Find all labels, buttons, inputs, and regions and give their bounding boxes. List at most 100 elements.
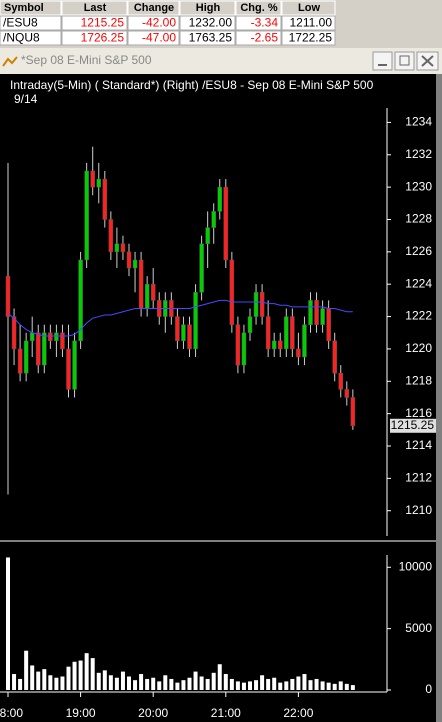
candle-body [138,259,144,309]
y-tick-label: 1226 [405,244,432,258]
table-cell [0,30,62,46]
candle-body [217,186,222,212]
volume-bar [290,678,295,690]
y-tick-label: 1232 [405,147,432,161]
volume-bar [302,674,307,690]
volume-bar [60,676,65,690]
volume-bar [314,678,319,690]
candle-body [278,340,283,350]
window-icon [2,56,18,67]
column-header: Chg. % [240,2,277,14]
table-cell [235,15,282,31]
candle-body [259,292,265,317]
table-cell [179,15,236,31]
candle-body [320,308,325,325]
header-cell [127,0,180,16]
candle-body [326,308,331,342]
volume-bar [145,678,150,690]
candle-body [90,170,95,188]
y-tick-label: 1228 [405,212,432,226]
x-tick-label: 19:00 [66,706,96,720]
chart-date: 9/14 [14,92,38,106]
maximize-button[interactable] [394,51,415,71]
quote-table: Symbol Last Change High Chg. % Low/ESU8 1215.2… [0,0,336,46]
y-tick-label: 1218 [405,373,432,387]
cell-text: 1215.25 [81,16,125,30]
cell-text: 1722.25 [289,31,333,45]
cell-text: 1232.00 [189,16,233,30]
candle-body [36,332,41,366]
candle-body [84,170,89,261]
volume-bar [260,675,265,690]
volume-bar [332,683,337,690]
volume-bar [241,682,246,690]
candle-body [235,324,241,366]
volume-bar [151,677,156,690]
candle-body [265,316,271,350]
volume-bar [326,682,331,690]
candle-body [96,178,101,188]
volume-bar [272,677,277,690]
volume-bar [278,682,283,690]
table-cell [127,15,180,31]
volume-bar [72,661,77,690]
candle-body [211,211,216,228]
table-cell [281,15,336,31]
table-cell [281,30,336,46]
table-cell [235,30,282,46]
x-tick-label: 20:00 [138,706,168,720]
column-header: Last [84,2,107,14]
candle-body [302,324,307,358]
candle-body [5,275,11,317]
column-header: Low [298,2,320,14]
volume-bar [139,674,144,690]
candle-body [102,178,108,220]
candle-body [344,389,350,398]
y-tick-label: 1216 [405,406,432,420]
volume-bar [199,676,204,690]
candle-body [120,243,126,253]
candle-body [338,372,343,390]
volume-bar [296,676,301,690]
x-tick-label: 22:00 [283,706,313,720]
volume-bar [78,660,83,690]
candle-body [314,300,319,325]
volume-bar [36,671,41,690]
table-cell [127,30,180,46]
candle-body [29,332,35,342]
volume-bar [127,676,131,690]
candle-body [193,292,198,350]
volume-bar [157,681,162,690]
volume-bar [254,680,259,690]
candle-body [296,348,301,358]
candle-body [108,219,114,253]
maximize-icon [399,55,410,66]
column-header: Symbol [4,2,44,14]
y-tick-label: 1222 [405,309,432,323]
last-price-label: 1215.25 [391,418,435,432]
window-buttons[interactable] [372,51,439,71]
volume-bar [102,670,107,690]
volume-bar [284,681,289,690]
volume-bar [181,680,186,690]
candle-body [150,283,156,301]
volume-bar [211,672,216,690]
header-cell [281,0,336,16]
volume-bar [193,671,198,690]
moving-average [7,299,353,337]
candle-body [350,397,356,427]
x-tick-label: 21:00 [211,706,241,720]
cell-text: 1763.25 [189,31,233,45]
candle-body [241,332,247,366]
volume-bar [42,669,47,690]
candle-body [126,251,132,269]
table-cell [61,30,128,46]
title-bar [0,48,442,74]
volume-bar [187,677,192,690]
last-price-box [390,418,436,433]
y-tick-label: 1220 [405,341,432,355]
candle-body [48,332,53,342]
minimize-button[interactable] [372,51,393,71]
volume-bar [229,678,234,690]
y-tick-label: 1212 [405,471,432,485]
